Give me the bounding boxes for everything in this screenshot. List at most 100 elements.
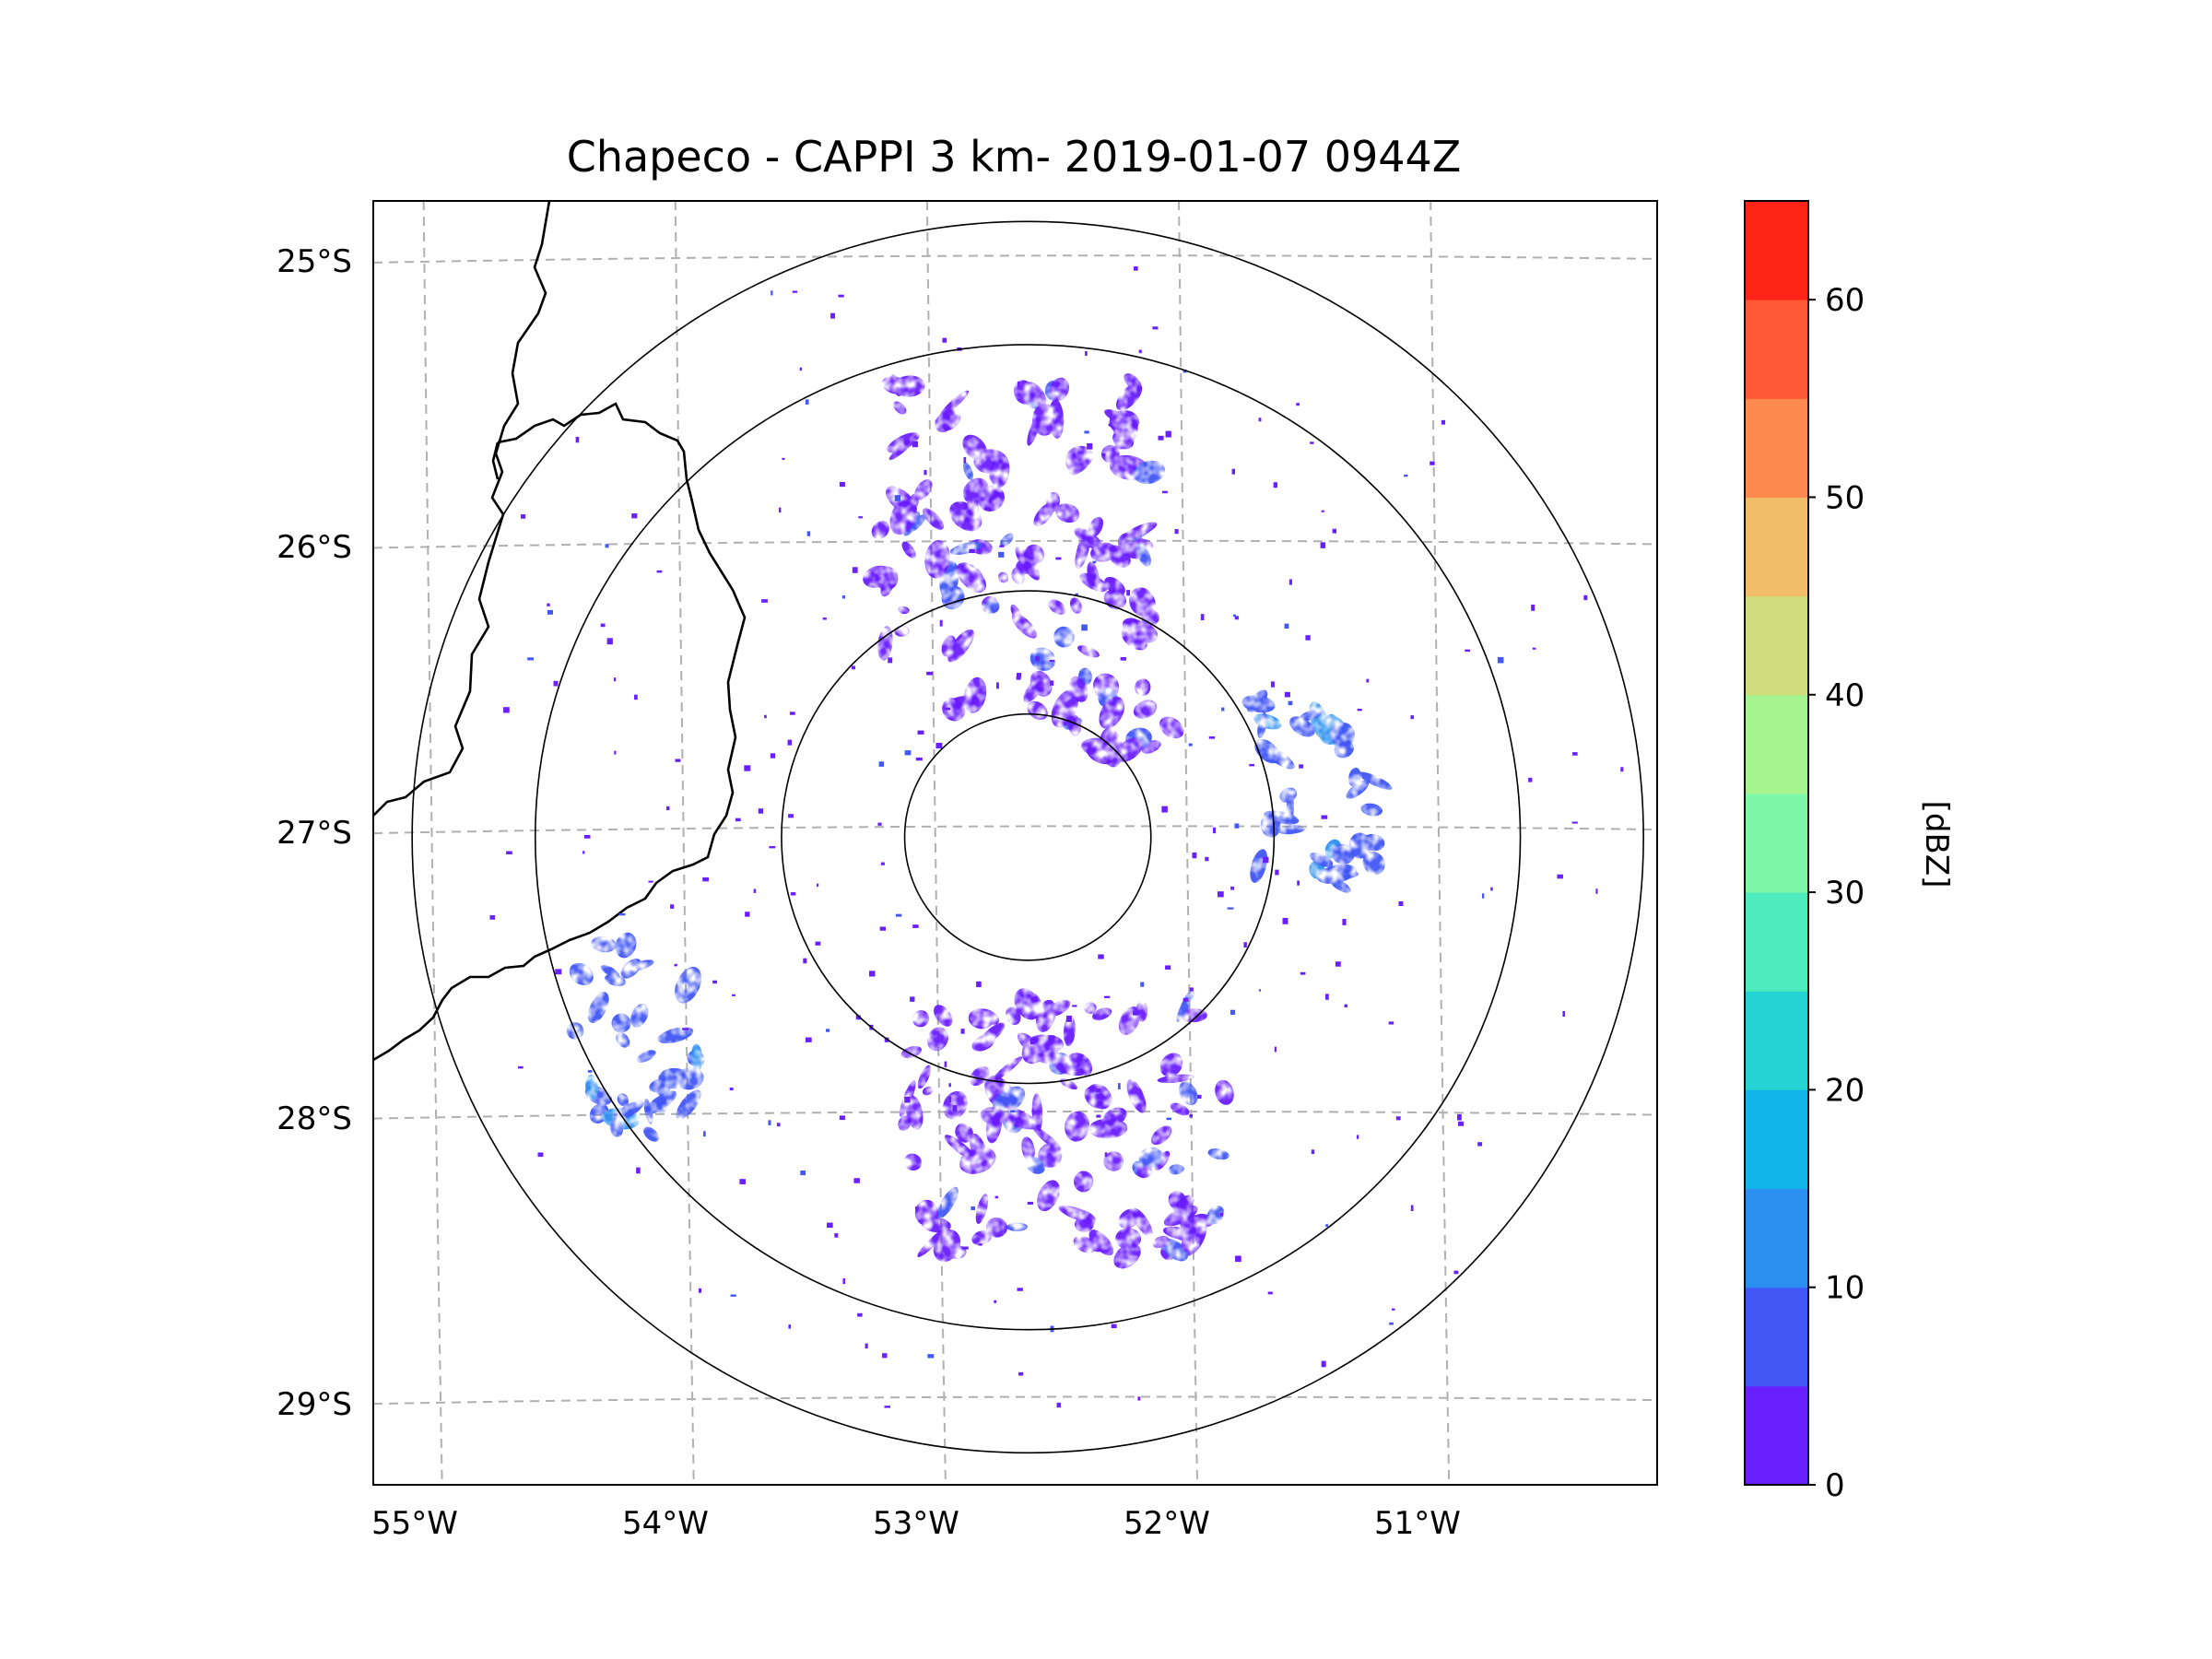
gridlines bbox=[373, 201, 1657, 1485]
echo-speckle bbox=[787, 739, 793, 746]
echo-speckle bbox=[587, 1070, 593, 1073]
echo-speckle bbox=[841, 594, 845, 599]
echo-speckle bbox=[1465, 649, 1470, 653]
echo-blob bbox=[877, 626, 893, 661]
echo-blob bbox=[587, 992, 609, 1024]
echo-blob bbox=[1088, 516, 1103, 537]
echo-speckle bbox=[1120, 657, 1127, 661]
echo-blob bbox=[1133, 700, 1158, 719]
echo-speckle bbox=[960, 1029, 965, 1034]
echo-speckle bbox=[1016, 676, 1021, 680]
echo-blob bbox=[949, 501, 982, 532]
colorbar-tick-label: 60 bbox=[1825, 282, 1865, 319]
echo-speckle bbox=[1072, 1005, 1077, 1007]
echo-blob bbox=[1138, 1147, 1164, 1168]
echo-speckle bbox=[895, 913, 902, 917]
echo-blob bbox=[1073, 1235, 1097, 1253]
echo-blob bbox=[1084, 1002, 1097, 1014]
echo-speckle bbox=[839, 1115, 845, 1121]
echo-speckle bbox=[1258, 989, 1262, 992]
echo-speckle bbox=[1531, 604, 1535, 611]
echo-blob bbox=[1065, 1111, 1090, 1142]
echo-speckle bbox=[1165, 430, 1171, 438]
grid-parallel bbox=[373, 1110, 1657, 1120]
echo-blob bbox=[1135, 678, 1151, 697]
echo-blob bbox=[1018, 991, 1041, 1015]
echo-blob bbox=[655, 1097, 668, 1114]
echo-blob bbox=[643, 1098, 653, 1124]
echo-blob bbox=[1023, 674, 1047, 703]
echo-speckle bbox=[994, 1195, 998, 1199]
colorbar-segment bbox=[1745, 694, 1808, 794]
colorbar-segment bbox=[1745, 398, 1808, 498]
echo-speckle bbox=[1342, 919, 1347, 925]
echo-speckle bbox=[1243, 942, 1247, 948]
echo-speckle bbox=[1219, 1212, 1223, 1217]
echo-speckle bbox=[1132, 1010, 1139, 1016]
echo-speckle bbox=[1388, 1021, 1394, 1025]
echo-speckle bbox=[1410, 715, 1414, 720]
echo-blob bbox=[1360, 803, 1383, 817]
colorbar-tick-label: 20 bbox=[1825, 1072, 1865, 1109]
grid-parallel bbox=[373, 1395, 1657, 1406]
echo-speckle bbox=[636, 1167, 641, 1174]
echo-blob bbox=[1030, 647, 1056, 671]
echo-speckle bbox=[1138, 349, 1142, 354]
echo-speckle bbox=[1325, 994, 1329, 1000]
echo-blob bbox=[1170, 1102, 1190, 1116]
echo-speckle bbox=[1482, 893, 1485, 899]
echo-blob bbox=[676, 1089, 701, 1120]
echo-speckle bbox=[1101, 453, 1106, 457]
echo-speckle bbox=[1297, 880, 1300, 886]
echo-blob bbox=[615, 932, 637, 959]
echo-speckle bbox=[1118, 1083, 1121, 1089]
echo-blob bbox=[923, 508, 945, 530]
grid-parallel bbox=[373, 254, 1657, 264]
echo-speckle bbox=[1035, 656, 1040, 662]
echo-blob bbox=[1316, 864, 1357, 884]
echo-blob bbox=[1063, 1015, 1076, 1047]
echo-speckle bbox=[978, 1243, 982, 1246]
echo-speckle bbox=[944, 707, 951, 711]
echo-speckle bbox=[1398, 900, 1404, 906]
echo-blob bbox=[1348, 767, 1361, 787]
echo-speckle bbox=[910, 996, 915, 1002]
echo-blob bbox=[1310, 852, 1334, 867]
echo-speckle bbox=[761, 599, 768, 603]
echo-speckle bbox=[1104, 1152, 1108, 1158]
echo-speckle bbox=[665, 806, 670, 811]
echo-blob bbox=[1133, 460, 1166, 485]
y-tick-label: 28°S bbox=[276, 1100, 352, 1137]
echo-blob bbox=[1159, 1053, 1183, 1077]
echo-speckle bbox=[745, 912, 750, 917]
echo-blob bbox=[658, 1067, 691, 1089]
echo-blob bbox=[863, 565, 894, 588]
echo-blob bbox=[990, 453, 1010, 488]
echo-speckle bbox=[939, 619, 943, 627]
echo-speckle bbox=[614, 750, 617, 755]
echo-blob bbox=[871, 521, 889, 540]
echo-speckle bbox=[912, 924, 919, 928]
echo-speckle bbox=[912, 441, 919, 448]
echo-speckle bbox=[770, 753, 776, 759]
colorbar-segment bbox=[1745, 1287, 1808, 1387]
echo-blob bbox=[1077, 645, 1100, 658]
grid-parallel bbox=[373, 825, 1657, 835]
echo-speckle bbox=[1096, 1114, 1101, 1118]
echo-blob bbox=[946, 694, 982, 709]
echo-speckle bbox=[926, 671, 934, 676]
echo-speckle bbox=[1205, 856, 1209, 862]
echo-blob bbox=[968, 1008, 994, 1030]
echo-speckle bbox=[582, 851, 585, 854]
echo-speckle bbox=[1274, 1046, 1277, 1053]
echo-speckle bbox=[948, 1083, 951, 1088]
echo-blob bbox=[690, 1043, 703, 1071]
colorbar-segment bbox=[1745, 1188, 1808, 1288]
echo-speckle bbox=[1335, 961, 1341, 967]
border-misiones-brazil bbox=[373, 402, 747, 1062]
echo-speckle bbox=[799, 367, 803, 371]
colorbar-tick-label: 10 bbox=[1825, 1270, 1865, 1307]
echo-speckle bbox=[1528, 777, 1533, 782]
echo-speckle bbox=[1311, 1149, 1315, 1155]
echo-blob bbox=[600, 965, 620, 978]
